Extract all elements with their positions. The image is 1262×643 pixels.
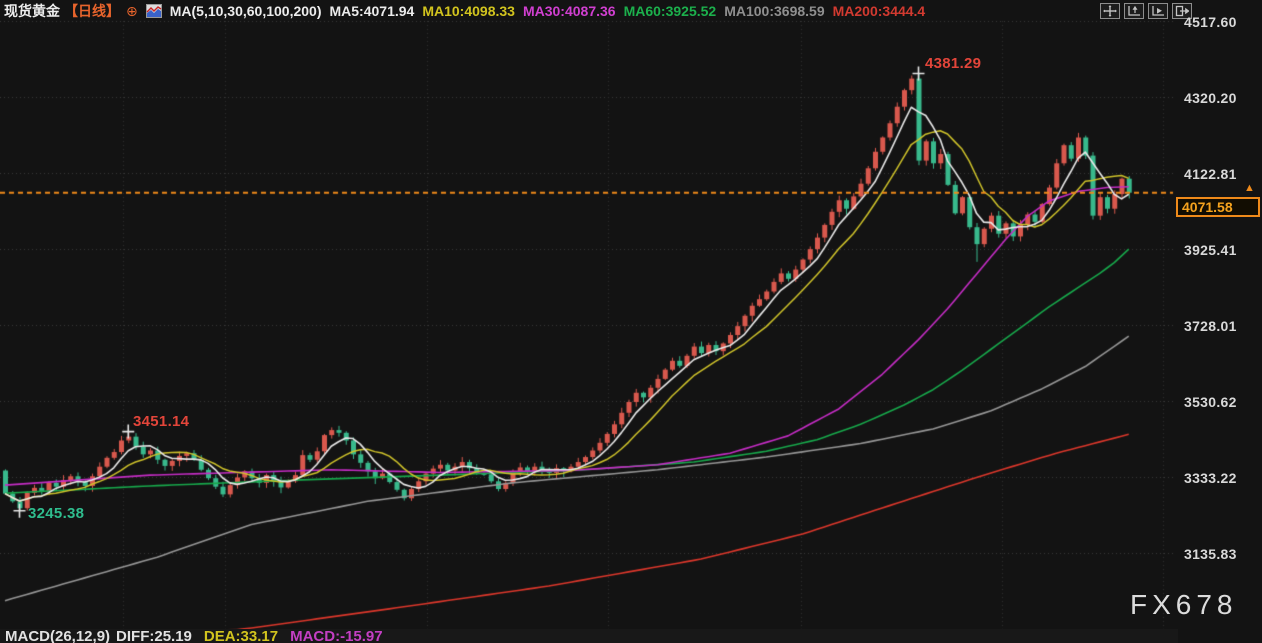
high-price-annotation: 4381.29 xyxy=(925,55,982,72)
y-axis-label: 3530.62 xyxy=(1184,394,1237,410)
macd-footer: MACD(26,12,9) DIFF:25.19 DEA:33.17 MACD:… xyxy=(5,628,383,643)
auto-scale-button[interactable] xyxy=(1124,3,1144,19)
price-up-arrow-icon: ▲ xyxy=(1244,182,1255,194)
play-forward-button[interactable] xyxy=(1148,3,1168,19)
ma-config-label: MA(5,10,30,60,100,200) xyxy=(169,3,322,19)
ma5-value: MA5:4071.94 xyxy=(329,3,415,19)
y-axis-label: 4122.81 xyxy=(1184,166,1237,182)
ma10-value: MA10:4098.33 xyxy=(422,3,515,19)
macd-value: MACD:-15.97 xyxy=(290,628,383,643)
low-price-annotation: 3245.38 xyxy=(28,505,85,522)
chart-header: 现货黄金 【日线】 ⊕ MA(5,10,30,60,100,200) MA5:4… xyxy=(4,2,925,20)
y-axis-label: 4517.60 xyxy=(1184,14,1237,30)
pan-crosshair-button[interactable] xyxy=(1100,3,1120,19)
y-axis-label: 3135.83 xyxy=(1184,546,1237,562)
current-price-tag: 4071.58 xyxy=(1176,197,1260,217)
macd-config-label: MACD(26,12,9) xyxy=(5,628,111,643)
fx678-watermark: FX678 xyxy=(1130,589,1238,620)
exit-fullscreen-button[interactable] xyxy=(1172,3,1192,19)
chart-toolbar xyxy=(1100,3,1192,19)
line-chart-icon[interactable] xyxy=(145,4,162,18)
ma100-value: MA100:3698.59 xyxy=(724,3,825,19)
y-axis-label: 3925.41 xyxy=(1184,242,1237,258)
dea-value: DEA:33.17 xyxy=(203,628,279,643)
ma60-value: MA60:3925.52 xyxy=(623,3,717,19)
period-label: 【日线】 xyxy=(64,3,120,19)
y-axis-label: 3728.01 xyxy=(1184,318,1237,334)
diff-value: DIFF:25.19 xyxy=(116,628,192,643)
swing-high-annotation: 3451.14 xyxy=(133,413,190,430)
ma200-value: MA200:3444.4 xyxy=(832,3,926,19)
macd-pane-strip xyxy=(0,629,1178,643)
y-axis-label: 3333.22 xyxy=(1184,470,1237,486)
y-axis-label: 4320.20 xyxy=(1184,90,1237,106)
add-indicator-icon[interactable]: ⊕ xyxy=(126,2,138,19)
symbol-title: 现货黄金 xyxy=(4,3,60,19)
ma30-value: MA30:4087.36 xyxy=(522,3,616,19)
